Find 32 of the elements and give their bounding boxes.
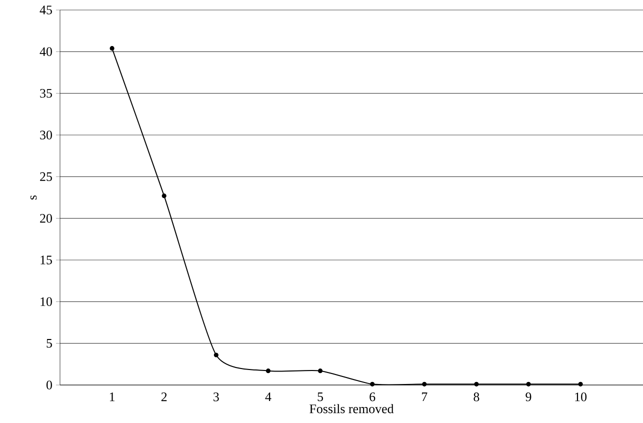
point	[266, 368, 271, 374]
x-tick-label: 4	[265, 392, 272, 402]
y-tick-label: 35	[40, 88, 52, 98]
y-tick-label: 30	[40, 130, 52, 140]
point	[214, 352, 218, 358]
x-tick-label: 8	[474, 392, 480, 402]
point	[422, 382, 427, 386]
x-tick-label: 10	[575, 392, 587, 402]
x-tick-label: 1	[110, 392, 115, 402]
x-tick-label: 7	[422, 392, 428, 401]
y-tick-label: 15	[40, 256, 52, 264]
x-tick-label: 9	[526, 392, 532, 402]
point	[474, 382, 479, 386]
y-tick-label: 25	[40, 172, 52, 182]
x-tick-label: 2	[161, 392, 167, 402]
y-tick-label: 10	[40, 297, 52, 306]
x-tick-label: 3	[214, 392, 219, 402]
x-tick-label: 5	[318, 392, 324, 402]
point	[526, 382, 531, 386]
y-tick-label: 40	[40, 47, 52, 56]
y-tick-label: 20	[40, 214, 52, 223]
x-tick-label: 6	[370, 392, 376, 402]
y-tick-label: 5	[46, 339, 52, 348]
y-axis-title: s	[30, 195, 37, 200]
point	[578, 382, 583, 386]
point	[162, 194, 166, 198]
point	[370, 382, 375, 386]
y-tick-label: 0	[46, 380, 52, 390]
x-axis-title: Fossils removed	[310, 404, 394, 414]
point	[318, 368, 323, 374]
point	[110, 46, 114, 51]
y-tick-label: 45	[40, 6, 52, 14]
